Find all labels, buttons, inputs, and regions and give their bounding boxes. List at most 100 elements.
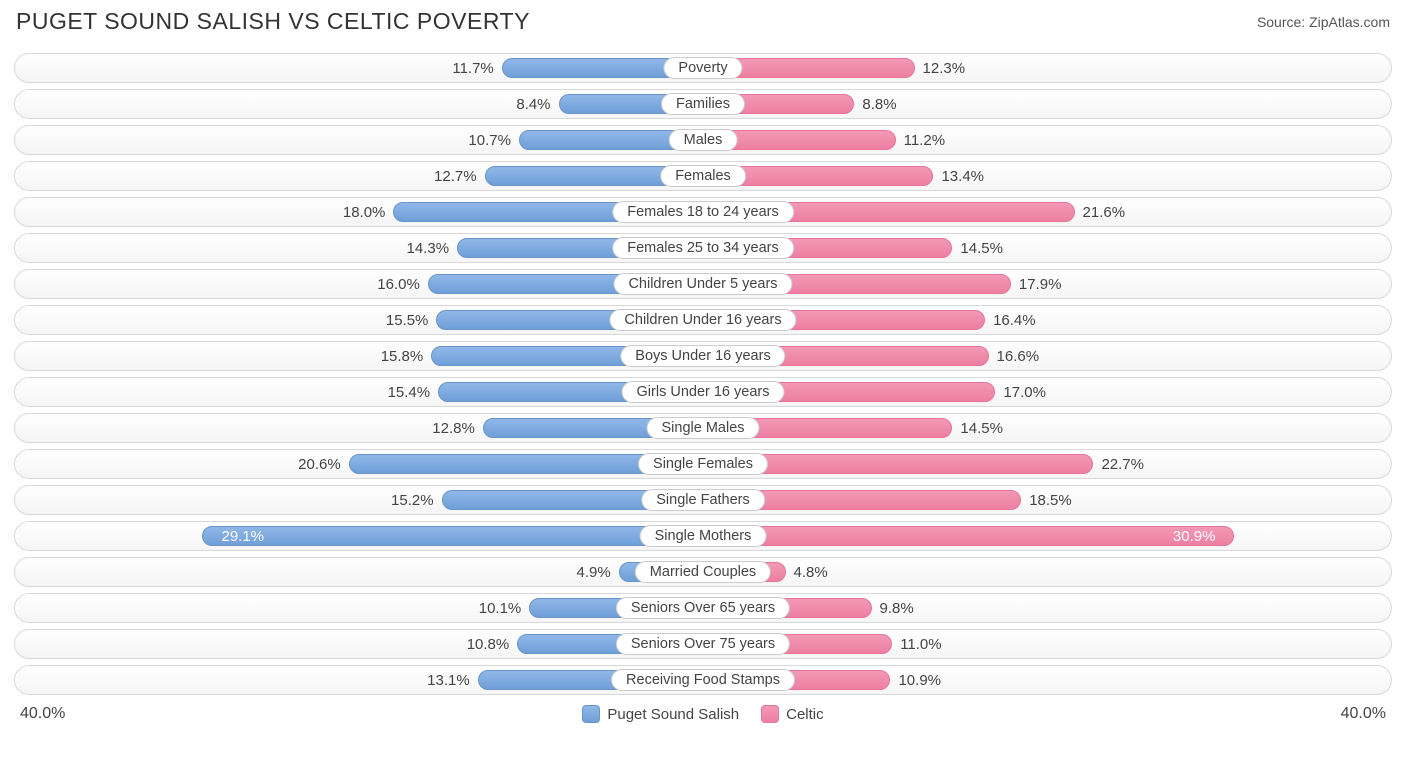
row-half-right: 30.9%	[703, 522, 1391, 550]
chart-row: 15.4%17.0%Girls Under 16 years	[14, 377, 1392, 407]
category-label: Females	[660, 165, 746, 187]
chart-row: 20.6% 22.7% Single Females	[14, 449, 1392, 479]
chart-row: 18.0% 21.6% Females 18 to 24 years	[14, 197, 1392, 227]
value-left: 14.3%	[399, 240, 458, 257]
value-right: 8.8%	[854, 96, 904, 113]
category-label: Poverty	[663, 57, 742, 79]
row-half-left: 10.7%	[15, 126, 703, 154]
row-half-left: 29.1%	[15, 522, 703, 550]
value-left: 10.1%	[471, 600, 530, 617]
value-right: 10.9%	[890, 672, 949, 689]
category-label: Married Couples	[635, 561, 771, 583]
category-label: Females 18 to 24 years	[612, 201, 794, 223]
row-half-right: 21.6%	[703, 198, 1391, 226]
value-right: 22.7%	[1093, 456, 1152, 473]
chart-footer: 40.0% Puget Sound Salish Celtic 40.0%	[14, 705, 1392, 723]
category-label: Single Mothers	[640, 525, 767, 547]
chart-row: 15.8% 16.6% Boys Under 16 years	[14, 341, 1392, 371]
value-left: 20.6%	[290, 456, 349, 473]
value-right: 16.6%	[989, 348, 1048, 365]
row-half-left: 12.7%	[15, 162, 703, 190]
row-half-right: 12.3%	[703, 54, 1391, 82]
category-label: Receiving Food Stamps	[611, 669, 795, 691]
row-half-left: 14.3%	[15, 234, 703, 262]
row-half-left: 20.6%	[15, 450, 703, 478]
bar-left: 29.1%	[202, 526, 703, 546]
legend-item-right: Celtic	[761, 705, 824, 723]
value-left: 10.7%	[460, 132, 519, 149]
category-label: Females 25 to 34 years	[612, 237, 794, 259]
chart-row: 4.9%4.8%Married Couples	[14, 557, 1392, 587]
category-label: Children Under 16 years	[609, 309, 796, 331]
row-half-left: 18.0%	[15, 198, 703, 226]
chart-row: 16.0% 17.9% Children Under 5 years	[14, 269, 1392, 299]
value-right: 12.3%	[915, 60, 974, 77]
category-label: Single Fathers	[641, 489, 765, 511]
bar-right: 30.9%	[703, 526, 1234, 546]
diverging-bar-chart: 11.7% 12.3% Poverty 8.4% 8.8% Families 10.7% 11…	[14, 53, 1392, 695]
category-label: Boys Under 16 years	[620, 345, 785, 367]
value-left: 12.7%	[426, 168, 485, 185]
chart-header: PUGET SOUND SALISH VS CELTIC POVERTY Sou…	[14, 8, 1392, 35]
value-left: 16.0%	[369, 276, 428, 293]
chart-title: PUGET SOUND SALISH VS CELTIC POVERTY	[16, 8, 530, 35]
chart-source: Source: ZipAtlas.com	[1257, 14, 1390, 30]
row-half-left: 8.4%	[15, 90, 703, 118]
chart-row: 11.7% 12.3% Poverty	[14, 53, 1392, 83]
chart-row: 12.7% 13.4%Females	[14, 161, 1392, 191]
value-left: 10.8%	[459, 636, 518, 653]
legend-label-right: Celtic	[786, 706, 824, 723]
value-right: 14.5%	[952, 240, 1011, 257]
axis-max-left: 40.0%	[20, 705, 65, 723]
value-left: 8.4%	[508, 96, 558, 113]
chart-row: 12.8%14.5%Single Males	[14, 413, 1392, 443]
value-right: 9.8%	[872, 600, 922, 617]
chart-row: 8.4% 8.8% Families	[14, 89, 1392, 119]
value-left: 15.4%	[380, 384, 439, 401]
legend-swatch-left	[582, 705, 600, 723]
chart-row: 15.2%18.5%Single Fathers	[14, 485, 1392, 515]
category-label: Families	[661, 93, 745, 115]
value-right: 30.9%	[1165, 528, 1224, 545]
row-half-right: 14.5%	[703, 234, 1391, 262]
category-label: Single Females	[638, 453, 768, 475]
category-label: Girls Under 16 years	[622, 381, 785, 403]
row-half-left: 15.5%	[15, 306, 703, 334]
row-half-left: 16.0%	[15, 270, 703, 298]
value-right: 17.9%	[1011, 276, 1070, 293]
row-half-right: 11.2%	[703, 126, 1391, 154]
chart-row: 29.1% 30.9% Single Mothers	[14, 521, 1392, 551]
chart-row: 13.1% 10.9% Receiving Food Stamps	[14, 665, 1392, 695]
value-right: 11.0%	[892, 636, 949, 653]
category-label: Single Males	[646, 417, 759, 439]
row-half-right: 4.8%	[703, 558, 1391, 586]
chart-row: 10.7%11.2%Males	[14, 125, 1392, 155]
chart-row: 10.8% 11.0% Seniors Over 75 years	[14, 629, 1392, 659]
category-label: Seniors Over 75 years	[616, 633, 790, 655]
value-right: 11.2%	[896, 132, 953, 149]
row-half-left: 13.1%	[15, 666, 703, 694]
chart-row: 15.5%16.4%Children Under 16 years	[14, 305, 1392, 335]
legend-swatch-right	[761, 705, 779, 723]
axis-max-right: 40.0%	[1341, 705, 1386, 723]
row-half-right: 10.9%	[703, 666, 1391, 694]
value-left: 11.7%	[444, 60, 501, 77]
row-half-left: 4.9%	[15, 558, 703, 586]
value-right: 18.5%	[1021, 492, 1080, 509]
chart-row: 10.1%9.8%Seniors Over 65 years	[14, 593, 1392, 623]
row-half-right: 9.8%	[703, 594, 1391, 622]
row-half-right: 14.5%	[703, 414, 1391, 442]
value-right: 21.6%	[1075, 204, 1134, 221]
row-half-left: 10.1%	[15, 594, 703, 622]
row-half-left: 10.8%	[15, 630, 703, 658]
category-label: Children Under 5 years	[613, 273, 792, 295]
row-half-left: 15.8%	[15, 342, 703, 370]
row-half-left: 15.4%	[15, 378, 703, 406]
legend-label-left: Puget Sound Salish	[607, 706, 739, 723]
legend: Puget Sound Salish Celtic	[582, 705, 823, 723]
row-half-right: 16.6%	[703, 342, 1391, 370]
chart-row: 14.3% 14.5% Females 25 to 34 years	[14, 233, 1392, 263]
value-left: 13.1%	[419, 672, 478, 689]
value-left: 29.1%	[213, 528, 272, 545]
row-half-right: 13.4%	[703, 162, 1391, 190]
